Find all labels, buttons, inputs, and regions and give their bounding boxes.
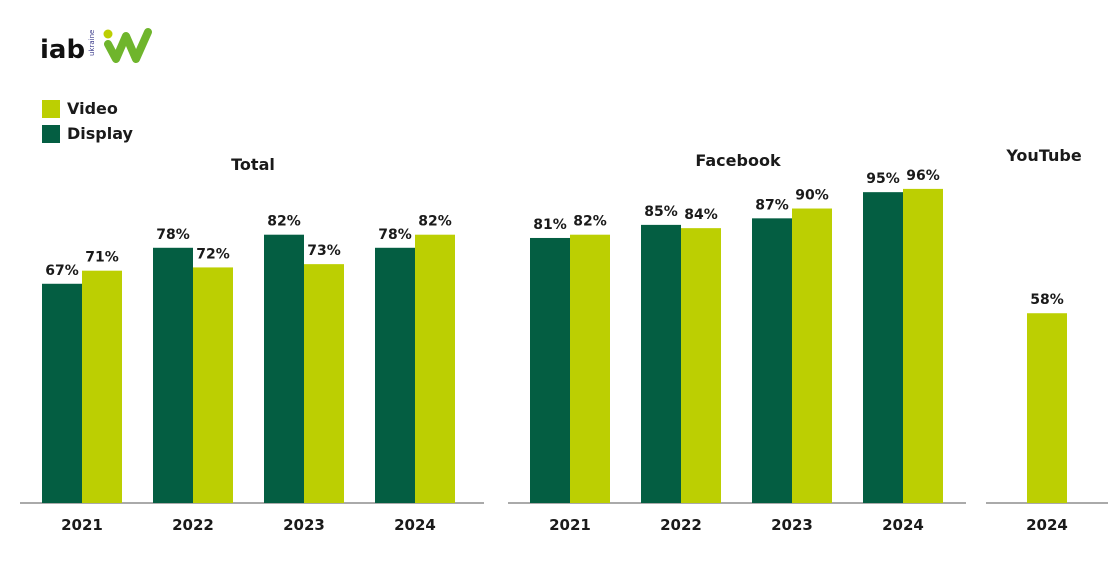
- bar-display-2021: [42, 283, 82, 503]
- legend: Video Display: [42, 96, 133, 146]
- bar-video-2023: [792, 208, 832, 503]
- bar-video-2024: [415, 234, 455, 504]
- bar-display-2021: [530, 237, 570, 503]
- data-label: 78%: [156, 227, 190, 243]
- x-tick-label: 2023: [283, 516, 325, 534]
- data-label: 84%: [684, 207, 718, 223]
- bar-display-2023: [264, 234, 304, 504]
- iab-ukraine-logo: iab ukraine: [40, 28, 152, 65]
- x-tick-label: 2023: [771, 516, 813, 534]
- data-label: 82%: [418, 214, 452, 230]
- chart-title: Total: [231, 155, 275, 174]
- bar-display-2022: [153, 247, 193, 503]
- bar-video-2022: [681, 228, 721, 504]
- chart-panel-0: Total 67% 71% 2021 78% 72% 2022 82% 73% 2023 78% 82…: [20, 155, 484, 534]
- data-label: 72%: [196, 246, 230, 262]
- bar-video-2023: [304, 264, 344, 503]
- bar-display-2024: [863, 192, 903, 503]
- legend-label-display: Display: [67, 124, 133, 143]
- x-tick-label: 2024: [882, 516, 924, 534]
- bar-video-2022: [193, 267, 233, 503]
- data-label: 71%: [85, 250, 119, 266]
- data-label: 96%: [906, 168, 940, 184]
- logo-subtext: ukraine: [88, 30, 96, 56]
- logo-wordmark: iab: [40, 35, 85, 65]
- data-label: 58%: [1030, 292, 1064, 308]
- data-label: 82%: [267, 214, 301, 230]
- data-label: 85%: [644, 204, 678, 220]
- x-tick-label: 2021: [549, 516, 591, 534]
- legend-label-video: Video: [67, 99, 118, 118]
- chart-panel-1: Facebook 81% 82% 2021 85% 84% 2022 87% 90% 2023 95…: [508, 151, 966, 534]
- x-tick-label: 2021: [61, 516, 103, 534]
- x-tick-label: 2024: [394, 516, 436, 534]
- legend-swatch-display: [42, 124, 60, 143]
- bar-display-2024: [375, 247, 415, 503]
- bar-video-2024: [903, 188, 943, 503]
- legend-item-video: Video: [42, 96, 133, 121]
- data-label: 90%: [795, 188, 829, 204]
- data-label: 95%: [866, 171, 900, 187]
- legend-item-display: Display: [42, 121, 133, 146]
- data-label: 67%: [45, 263, 79, 279]
- bar-video-2021: [82, 270, 122, 503]
- w-mark-icon: [103, 28, 152, 63]
- bar-display-2023: [752, 218, 792, 503]
- data-label: 87%: [755, 197, 789, 213]
- data-label: 78%: [378, 227, 412, 243]
- x-tick-label: 2024: [1026, 516, 1068, 534]
- bar-video-2024: [1027, 313, 1067, 503]
- legend-swatch-video: [42, 99, 60, 118]
- data-label: 73%: [307, 243, 341, 259]
- x-tick-label: 2022: [660, 516, 702, 534]
- chart-title: YouTube: [1005, 146, 1082, 165]
- chart-panel-2: YouTube 58% 2024: [986, 146, 1108, 534]
- bar-video-2021: [570, 234, 610, 504]
- data-label: 82%: [573, 214, 607, 230]
- bar-display-2022: [641, 224, 681, 503]
- data-label: 81%: [533, 217, 567, 233]
- chart-title: Facebook: [695, 151, 781, 170]
- x-tick-label: 2022: [172, 516, 214, 534]
